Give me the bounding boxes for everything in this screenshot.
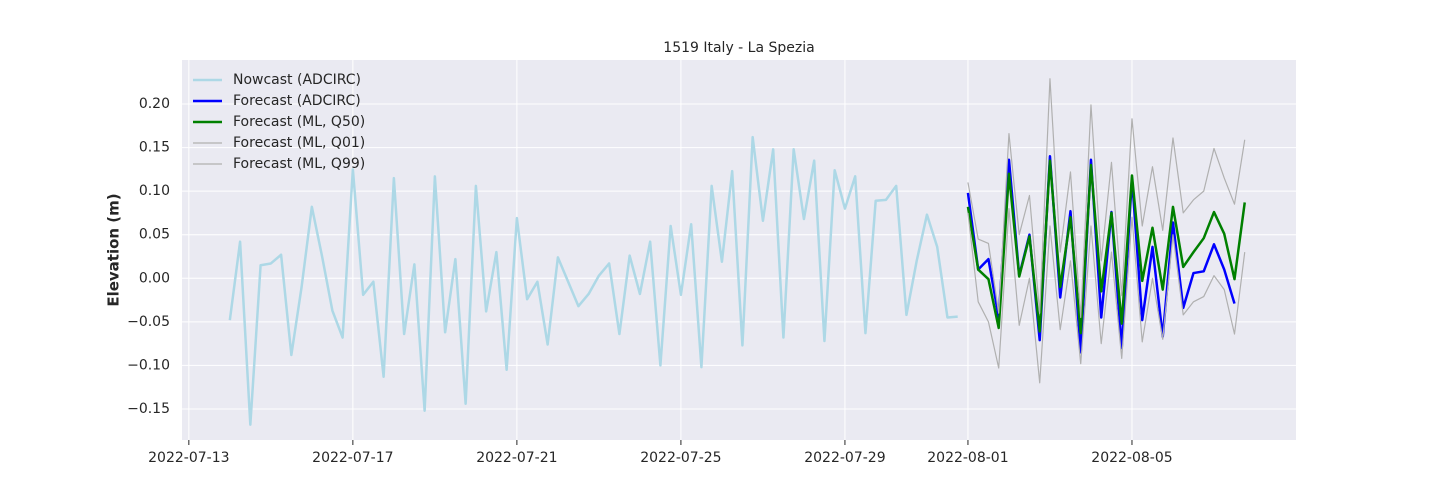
chart-title: 1519 Italy - La Spezia [663,40,814,56]
x-tick-label: 2022-07-17 [312,450,393,466]
legend-label: Forecast (ADCIRC) [233,93,361,109]
x-tick-label: 2022-07-25 [640,450,721,466]
y-tick-label: −0.15 [127,401,170,417]
y-axis-label: Elevation (m) [105,193,123,306]
legend: Nowcast (ADCIRC) Forecast (ADCIRC) Forecas… [193,72,365,172]
y-tick-label: −0.10 [127,357,170,373]
x-tick-label: 2022-07-21 [476,450,557,466]
y-tick-label: 0.05 [139,227,170,243]
y-tick-label: −0.05 [127,314,170,330]
y-tick-label: 0.20 [139,96,170,112]
x-tick-label: 2022-07-29 [804,450,885,466]
legend-label: Nowcast (ADCIRC) [233,72,361,88]
y-tick-label: 0.00 [139,270,170,286]
series-line [967,78,1246,319]
legend-label: Forecast (ML, Q01) [233,135,365,151]
y-tick-label: 0.10 [139,183,170,199]
x-tick-label: 2022-08-05 [1091,450,1172,466]
legend-label: Forecast (ML, Q50) [233,114,365,130]
plot-area [182,60,1296,440]
series-line [967,207,1246,384]
lines [228,78,1246,426]
legend-label: Forecast (ML, Q99) [233,156,365,172]
series-line [228,135,958,426]
grid [182,60,1296,440]
x-tick-label: 2022-07-13 [148,450,229,466]
x-tick-label: 2022-08-01 [927,450,1008,466]
series-line [966,159,1246,335]
y-tick-label: 0.15 [139,140,170,156]
